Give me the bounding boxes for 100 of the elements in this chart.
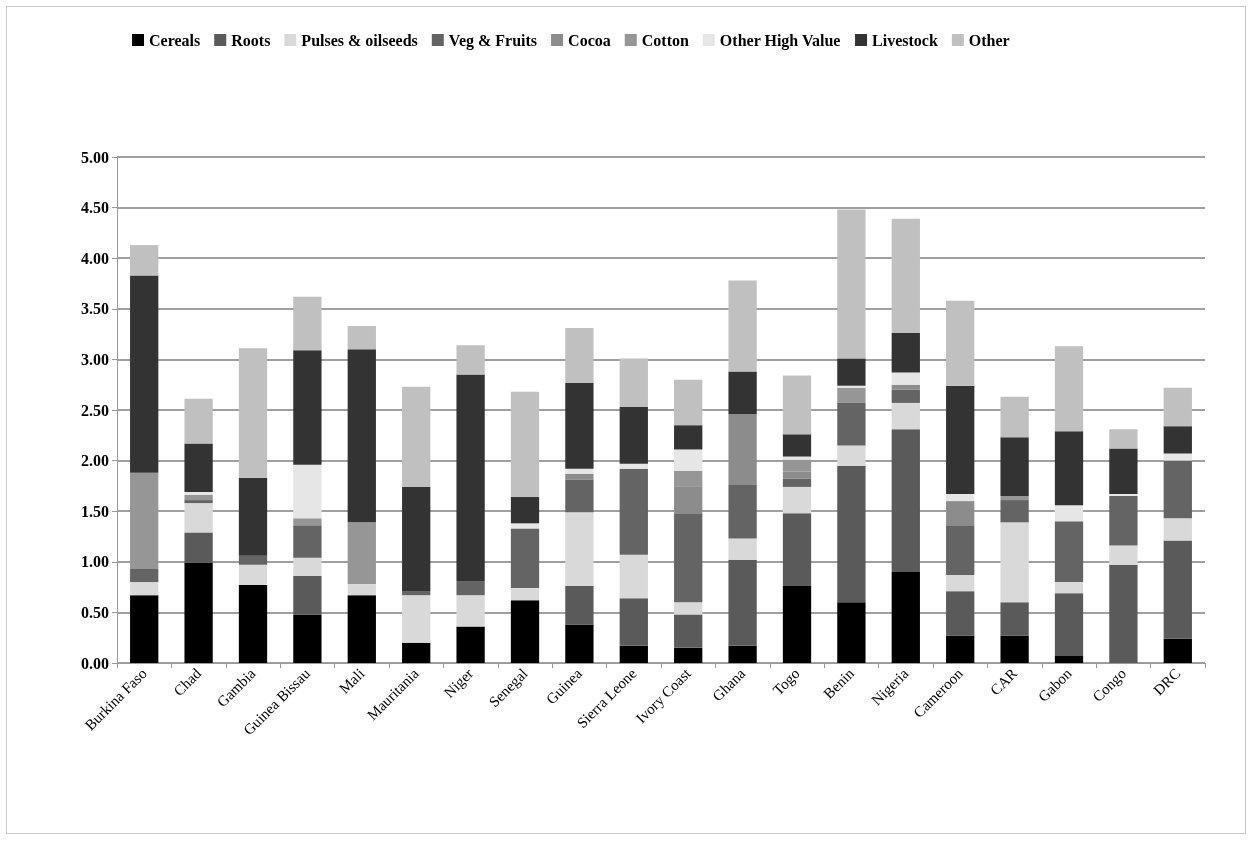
bar: [837, 209, 866, 359]
bar: [1000, 496, 1029, 501]
bar: [891, 402, 920, 430]
bar: [130, 595, 159, 663]
y-tick-label: 4.00: [81, 249, 109, 267]
bar: [728, 414, 757, 485]
bar: [1109, 496, 1138, 546]
bar: [619, 645, 648, 663]
bar: [619, 463, 648, 469]
bar: [1109, 545, 1138, 565]
bar: [891, 429, 920, 572]
bar: [674, 513, 703, 603]
bar: [891, 384, 920, 390]
bar: [674, 614, 703, 648]
bar: [837, 602, 866, 663]
bar: [782, 375, 812, 435]
bar: [456, 345, 485, 375]
bar: [837, 358, 866, 386]
legend-label: Other: [968, 31, 1010, 49]
y-tick-label: 0.00: [81, 654, 109, 672]
bar: [184, 398, 213, 444]
bar: [1109, 448, 1138, 494]
bar: [782, 456, 812, 460]
bar: [565, 382, 594, 469]
bar: [130, 275, 159, 473]
bar: [674, 425, 703, 450]
bar: [674, 379, 703, 426]
bar: [456, 595, 485, 627]
bar: [402, 486, 431, 592]
legend-label: Cocoa: [568, 31, 611, 49]
bar: [891, 218, 920, 334]
bar: [619, 358, 648, 407]
bar: [565, 479, 594, 513]
bar: [837, 445, 866, 466]
bar: [347, 584, 376, 596]
bar: [510, 497, 540, 524]
bar: [1109, 429, 1138, 449]
bar: [293, 614, 322, 663]
bar: [1054, 655, 1084, 663]
bar: [619, 468, 648, 555]
bar: [184, 443, 213, 492]
bar: [946, 300, 975, 386]
bar: [674, 647, 703, 663]
x-tick-label: Mali: [336, 665, 368, 697]
bar: [891, 372, 920, 385]
bar: [238, 477, 268, 556]
bar: [946, 525, 975, 575]
legend-label: Other High Value: [719, 31, 841, 50]
bar: [402, 595, 431, 643]
bar: [1109, 494, 1138, 497]
bar: [184, 562, 213, 663]
bar: [1163, 518, 1192, 541]
legend-label: Pulses & oilseeds: [301, 31, 418, 49]
bar: [1054, 505, 1084, 522]
bar: [238, 564, 268, 586]
bar: [728, 559, 757, 646]
bar: [728, 371, 757, 415]
bar: [510, 528, 540, 589]
bar: [1054, 521, 1084, 583]
bar: [130, 245, 159, 276]
bar: [1163, 460, 1192, 519]
bar: [891, 571, 920, 663]
bar: [1109, 564, 1138, 663]
bar: [891, 389, 920, 403]
legend-label: Livestock: [872, 31, 938, 49]
bar: [837, 402, 866, 446]
legend-label: Veg & Fruits: [448, 31, 538, 50]
bar: [1163, 540, 1192, 639]
bar: [728, 484, 757, 539]
bar: [184, 491, 213, 496]
bar: [1163, 387, 1192, 427]
bar: [130, 582, 159, 596]
legend-label: Roots: [231, 31, 271, 49]
bar: [1000, 500, 1029, 523]
bar: [728, 538, 757, 560]
bar: [510, 391, 540, 498]
bar: [238, 555, 268, 565]
bar: [946, 494, 975, 502]
bar: [347, 349, 376, 523]
bar: [1000, 437, 1029, 497]
legend-label: Cereals: [149, 31, 201, 49]
bar: [728, 280, 757, 372]
bar: [293, 557, 322, 576]
bar: [1163, 426, 1192, 454]
bar: [238, 585, 268, 663]
bar: [565, 328, 594, 383]
bar: [782, 586, 812, 663]
bar: [619, 406, 648, 464]
bar: [1000, 396, 1029, 438]
bar: [293, 296, 322, 351]
y-tick-label: 3.50: [81, 300, 109, 318]
x-tick-label: CAR: [987, 665, 1021, 699]
bar: [347, 326, 376, 350]
bar: [510, 588, 540, 601]
bar: [1054, 593, 1084, 656]
bar: [293, 464, 322, 519]
bar: [293, 575, 322, 615]
bar: [565, 624, 594, 663]
bar: [1163, 638, 1192, 663]
bar: [837, 387, 866, 403]
